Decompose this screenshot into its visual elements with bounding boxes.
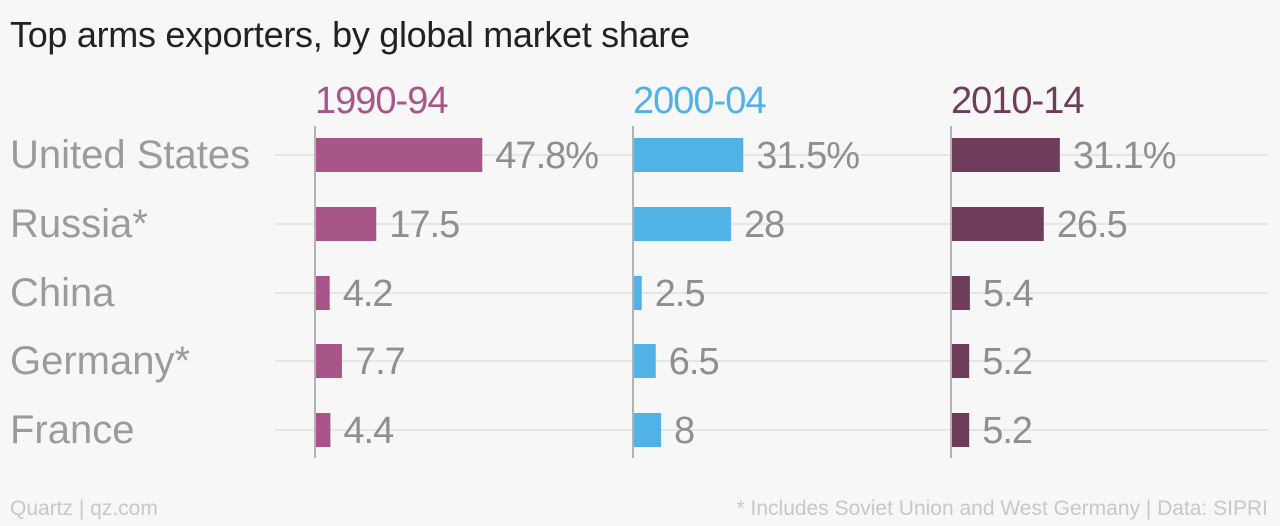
bar bbox=[633, 138, 744, 172]
bar bbox=[315, 344, 342, 378]
value-label: 31.1% bbox=[1073, 135, 1176, 177]
value-label: 7.7 bbox=[355, 341, 405, 383]
bar bbox=[951, 138, 1060, 172]
footnote: * Includes Soviet Union and West Germany… bbox=[736, 497, 1268, 520]
category-label: China bbox=[10, 271, 115, 315]
value-label: 47.8% bbox=[495, 135, 598, 177]
bar bbox=[315, 276, 330, 310]
series-header: 2010-14 bbox=[951, 80, 1084, 122]
category-label: United States bbox=[10, 133, 250, 177]
value-label: 31.5% bbox=[756, 135, 859, 177]
category-label: France bbox=[10, 408, 135, 452]
bar bbox=[951, 276, 970, 310]
chart-title: Top arms exporters, by global market sha… bbox=[10, 14, 690, 55]
value-label: 4.4 bbox=[343, 410, 394, 452]
bar bbox=[315, 138, 483, 172]
bar bbox=[315, 207, 377, 241]
bar bbox=[633, 413, 661, 447]
value-label: 28 bbox=[744, 204, 784, 246]
value-label: 17.5 bbox=[389, 204, 459, 246]
bar bbox=[951, 413, 970, 447]
value-label: 2.5 bbox=[655, 273, 705, 315]
value-label: 5.2 bbox=[982, 410, 1032, 452]
bar bbox=[315, 413, 331, 447]
bar bbox=[633, 207, 731, 241]
bar bbox=[633, 344, 656, 378]
category-label: Germany* bbox=[10, 339, 190, 383]
value-label: 5.4 bbox=[983, 273, 1034, 315]
value-label: 5.2 bbox=[982, 341, 1032, 383]
value-label: 26.5 bbox=[1057, 204, 1127, 246]
bar bbox=[951, 207, 1044, 241]
bar bbox=[951, 344, 970, 378]
value-label: 8 bbox=[674, 410, 694, 452]
series-header: 1990-94 bbox=[315, 80, 448, 122]
source-credit: Quartz | qz.com bbox=[10, 497, 158, 520]
value-label: 4.2 bbox=[343, 273, 393, 315]
series-header: 2000-04 bbox=[633, 80, 766, 122]
category-label: Russia* bbox=[10, 202, 148, 246]
value-label: 6.5 bbox=[669, 341, 719, 383]
bar bbox=[633, 276, 642, 310]
